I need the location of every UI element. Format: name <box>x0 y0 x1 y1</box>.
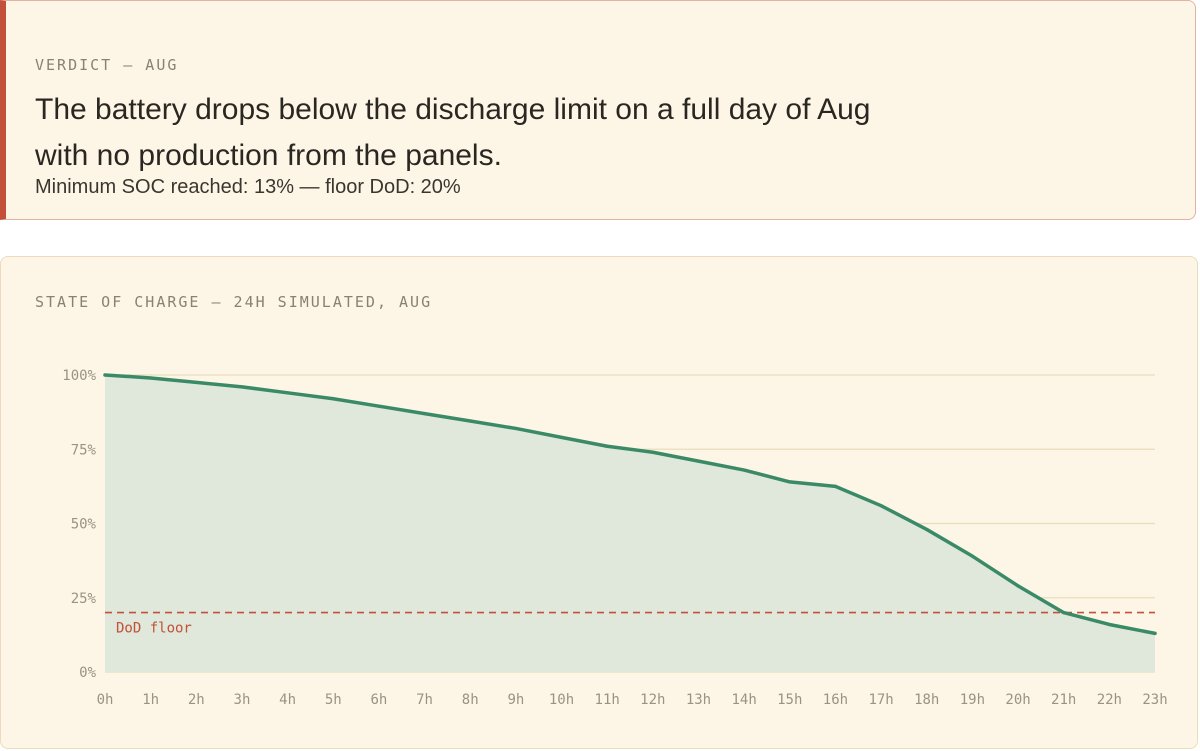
x-tick-label: 5h <box>325 692 342 708</box>
data-point <box>1107 622 1111 627</box>
data-point <box>514 426 518 431</box>
x-tick-label: 20h <box>1005 692 1030 708</box>
x-tick-label: 6h <box>370 692 387 708</box>
x-tick-label: 13h <box>686 692 711 708</box>
data-point <box>605 444 609 448</box>
verdict-label: VERDICT — AUG <box>35 56 179 74</box>
verdict-headline: The battery drops below the discharge li… <box>35 93 871 172</box>
x-tick-label: 1h <box>142 692 159 708</box>
x-tick-label: 22h <box>1097 692 1122 708</box>
x-tick-label: 7h <box>416 692 433 708</box>
data-point <box>879 504 883 508</box>
verdict-card: VERDICT — AUG The battery drops below th… <box>0 0 1196 220</box>
x-tick-label: 12h <box>640 692 665 708</box>
data-point <box>103 373 107 377</box>
data-point <box>422 412 427 416</box>
y-tick-label: 100% <box>62 368 96 384</box>
data-point <box>149 376 153 380</box>
data-point <box>788 480 792 484</box>
data-point <box>651 450 655 454</box>
x-tick-label: 10h <box>549 692 574 708</box>
x-tick-label: 9h <box>507 692 524 708</box>
x-tick-label: 19h <box>960 692 985 708</box>
x-tick-label: 11h <box>595 692 620 708</box>
data-point <box>331 397 335 401</box>
x-tick-label: 4h <box>279 692 296 708</box>
data-point <box>1153 631 1157 635</box>
data-point <box>1062 611 1066 615</box>
x-tick-label: 0h <box>97 692 114 708</box>
series-line <box>103 373 1157 636</box>
data-point <box>240 385 244 389</box>
data-point <box>377 404 381 408</box>
x-tick-label: 17h <box>868 692 893 708</box>
x-tick-label: 3h <box>234 692 251 708</box>
data-point <box>194 380 198 385</box>
verdict-subline: Minimum SOC reached: 13% — floor DoD: 20… <box>35 176 461 198</box>
y-tick-label: 0% <box>79 665 96 681</box>
data-point <box>925 527 929 532</box>
x-tick-label: 23h <box>1142 692 1167 708</box>
data-point <box>696 459 701 463</box>
y-tick-label: 25% <box>71 591 97 607</box>
data-point <box>970 554 974 558</box>
x-tick-label: 14h <box>731 692 756 708</box>
data-point <box>468 419 472 423</box>
data-point <box>833 484 838 488</box>
chart-card: STATE OF CHARGE — 24H SIMULATED, AUG 100… <box>0 256 1198 749</box>
x-tick-label: 15h <box>777 692 802 708</box>
x-tick-label: 16h <box>823 692 848 708</box>
chart-title: STATE OF CHARGE — 24H SIMULATED, AUG <box>35 293 433 311</box>
x-tick-label: 8h <box>462 692 479 708</box>
dod-floor-label: DoD floor <box>116 621 192 637</box>
x-tick-label: 18h <box>914 692 939 708</box>
x-tick-label: 2h <box>188 692 205 708</box>
soc-chart: 100% 75% 50% 25% 0% DoD floor 0h 1h 2h 3h 4h 5h 6h 7h… <box>62 368 1167 708</box>
series-area <box>105 375 1155 672</box>
data-point <box>742 468 746 472</box>
y-tick-label: 75% <box>71 442 97 458</box>
x-tick-label: 21h <box>1051 692 1076 708</box>
data-point <box>559 435 564 439</box>
data-point <box>286 391 290 395</box>
data-point <box>1016 584 1020 588</box>
y-tick-label: 50% <box>71 517 97 533</box>
